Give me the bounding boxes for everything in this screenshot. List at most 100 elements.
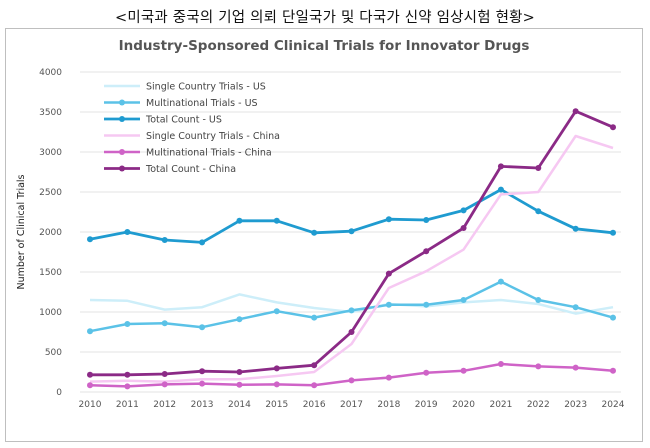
- y-tick-label: 0: [56, 388, 62, 398]
- legend-marker: [119, 165, 125, 172]
- data-point: [124, 383, 131, 390]
- series-line: [89, 134, 614, 383]
- x-tick-label: 2011: [116, 400, 139, 410]
- data-point: [236, 381, 243, 388]
- legend-marker: [119, 116, 125, 122]
- data-point: [273, 365, 280, 372]
- data-point: [497, 186, 504, 193]
- data-point: [311, 229, 318, 236]
- legend-label: Single Country Trials - US: [146, 82, 266, 93]
- legend-label: Single Country Trials - China: [146, 131, 280, 142]
- data-point: [497, 361, 504, 367]
- x-tick-label: 2014: [228, 400, 251, 410]
- legend-marker: [119, 149, 125, 155]
- data-point: [236, 217, 243, 224]
- y-axis-label: Number of Clinical Trials: [16, 174, 27, 289]
- series-3: [87, 186, 616, 246]
- data-point: [124, 371, 131, 378]
- data-point: [460, 367, 467, 374]
- data-point: [124, 229, 131, 235]
- data-point: [460, 207, 467, 214]
- x-tick-label: 2019: [415, 400, 438, 410]
- data-point: [348, 329, 355, 335]
- x-tick-label: 2010: [79, 400, 102, 410]
- data-point: [87, 236, 93, 243]
- data-point: [610, 367, 616, 374]
- series-4: [89, 134, 614, 383]
- data-point: [572, 108, 579, 115]
- legend-entry: Single Country Trials - China: [104, 131, 280, 142]
- data-point: [236, 369, 243, 375]
- x-axis-ticks: 2010 2011 2012 2013 2014 2015 2016 2017 2018 2019…: [79, 400, 625, 410]
- legend-entry: Multinational Trials - US: [104, 98, 258, 109]
- data-point: [423, 217, 430, 223]
- data-point: [460, 297, 467, 303]
- x-tick-label: 2013: [191, 400, 214, 410]
- page-title: <미국과 중국의 기업 의뢰 단일국가 및 다국가 신약 임상시험 현황>: [114, 10, 536, 26]
- x-tick-label: 2024: [602, 400, 625, 410]
- y-tick-label: 1500: [39, 268, 62, 278]
- data-point: [311, 382, 318, 389]
- data-point: [535, 297, 542, 303]
- data-point: [311, 314, 318, 321]
- y-tick-label: 4000: [39, 68, 62, 78]
- data-point: [572, 304, 579, 311]
- data-point: [610, 124, 616, 131]
- legend-entry: Total Count - China: [104, 164, 236, 175]
- x-tick-label: 2020: [452, 400, 475, 410]
- data-point: [535, 165, 542, 171]
- data-point: [311, 362, 318, 369]
- data-point: [161, 237, 168, 243]
- data-point: [236, 316, 243, 323]
- data-point: [124, 321, 131, 327]
- data-point: [348, 228, 355, 235]
- y-tick-label: 3500: [39, 108, 62, 118]
- legend-entry: Total Count - US: [104, 115, 222, 126]
- y-tick-label: 2000: [39, 228, 62, 238]
- data-point: [385, 374, 392, 381]
- series-2: [87, 278, 616, 335]
- x-tick-label: 2016: [303, 400, 326, 410]
- data-point: [161, 371, 168, 377]
- legend-label: Total Count - China: [145, 164, 236, 175]
- data-point: [199, 324, 206, 331]
- series-6: [87, 108, 616, 378]
- data-point: [87, 371, 93, 378]
- data-point: [460, 225, 467, 231]
- legend-label: Multinational Trials - US: [146, 98, 258, 109]
- series-line: [89, 188, 614, 244]
- y-tick-label: 1000: [39, 308, 62, 318]
- x-tick-label: 2015: [265, 400, 288, 410]
- x-tick-label: 2022: [527, 400, 550, 410]
- data-point: [87, 382, 93, 389]
- y-axis-ticks: 0 500 1000 1500 2000 2500 3000 3500 4000: [39, 68, 62, 398]
- data-point: [572, 225, 579, 232]
- data-point: [199, 380, 206, 387]
- series-5: [87, 361, 616, 390]
- x-tick-label: 2012: [153, 400, 176, 410]
- legend-label: Multinational Trials - China: [146, 148, 272, 159]
- data-point: [348, 377, 355, 384]
- x-tick-label: 2017: [340, 400, 363, 410]
- data-point: [497, 163, 504, 170]
- data-point: [385, 301, 392, 308]
- legend-marker: [119, 99, 125, 106]
- data-point: [161, 320, 168, 327]
- data-point: [535, 363, 542, 370]
- x-tick-label: 2018: [377, 400, 400, 410]
- data-point: [161, 381, 168, 388]
- data-point: [423, 369, 430, 376]
- data-point: [385, 270, 392, 277]
- x-tick-label: 2021: [489, 400, 512, 410]
- data-point: [385, 216, 392, 223]
- series-line: [89, 280, 614, 333]
- data-point: [87, 328, 93, 335]
- legend-entry: Single Country Trials - US: [104, 82, 266, 93]
- data-point: [273, 217, 280, 224]
- data-point: [423, 248, 430, 255]
- data-point: [610, 229, 616, 236]
- x-tick-label: 2023: [564, 400, 587, 410]
- data-point: [610, 314, 616, 321]
- data-point: [273, 308, 280, 315]
